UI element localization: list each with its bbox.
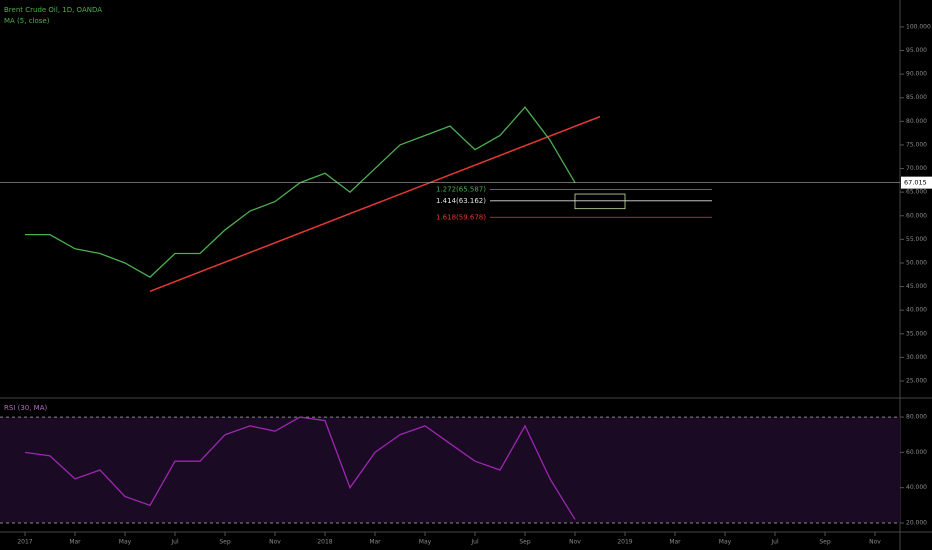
fib-label: 1.618(59.678) — [436, 213, 486, 221]
y-tick-label: 40.000 — [906, 484, 927, 491]
x-tick-label: 2019 — [617, 539, 632, 546]
y-tick-label: 45.000 — [906, 283, 927, 290]
y-tick-label: 100.000 — [906, 23, 931, 30]
y-tick-label: 20.000 — [906, 519, 927, 526]
rsi-title: RSI (30, MA) — [4, 404, 48, 412]
y-tick-label: 80.000 — [906, 414, 927, 421]
y-tick-label: 35.000 — [906, 330, 927, 337]
x-tick-label: Nov — [569, 539, 581, 546]
chart-title: Brent Crude Oil, 1D, OANDA — [4, 6, 102, 14]
x-tick-label: Nov — [869, 539, 881, 546]
y-tick-label: 40.000 — [906, 307, 927, 314]
x-tick-label: 2017 — [17, 539, 32, 546]
x-tick-label: Mar — [369, 539, 381, 546]
y-tick-label: 95.000 — [906, 47, 927, 54]
x-tick-label: Jul — [170, 539, 179, 546]
x-tick-label: Jul — [770, 539, 779, 546]
x-tick-label: Sep — [819, 539, 831, 546]
y-tick-label: 30.000 — [906, 354, 927, 361]
x-tick-label: May — [419, 539, 432, 546]
y-tick-label: 70.000 — [906, 165, 927, 172]
y-tick-label: 25.000 — [906, 378, 927, 385]
last-price-tag — [901, 176, 932, 189]
y-tick-label: 50.000 — [906, 259, 927, 266]
y-tick-label: 65.000 — [906, 189, 927, 196]
y-tick-label: 80.000 — [906, 118, 927, 125]
x-tick-label: Nov — [269, 539, 281, 546]
y-tick-label: 60.000 — [906, 449, 927, 456]
x-tick-label: May — [119, 539, 132, 546]
y-tick-label: 90.000 — [906, 71, 927, 78]
x-tick-label: Mar — [669, 539, 681, 546]
x-tick-label: May — [719, 539, 732, 546]
rsi-band — [0, 417, 900, 523]
y-tick-label: 75.000 — [906, 141, 927, 148]
trendline — [149, 115, 601, 292]
x-tick-label: 2018 — [317, 539, 332, 546]
y-tick-label: 55.000 — [906, 236, 927, 243]
y-tick-label: 60.000 — [906, 212, 927, 219]
x-tick-label: Jul — [470, 539, 479, 546]
fib-label: 1.414(63.162) — [436, 197, 486, 205]
series-line — [24, 416, 576, 520]
x-tick-label: Mar — [69, 539, 81, 546]
target-box — [574, 193, 626, 210]
fib-label: 1.272(65.587) — [436, 185, 486, 193]
x-tick-label: Sep — [519, 539, 531, 546]
y-tick-label: 85.000 — [906, 94, 927, 101]
last-price-label: 67.015 — [904, 179, 927, 187]
legend-entry: MA (5, close) — [4, 17, 50, 25]
x-tick-label: Sep — [219, 539, 231, 546]
